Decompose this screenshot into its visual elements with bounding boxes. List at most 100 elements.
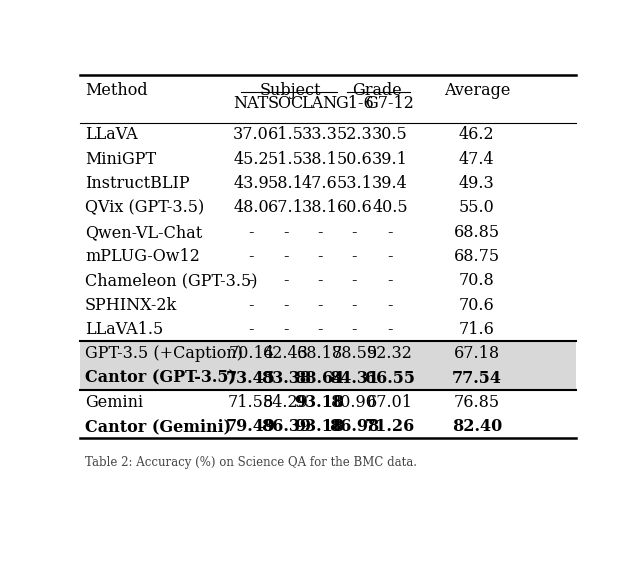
- Text: 71.26: 71.26: [365, 418, 415, 435]
- Text: -: -: [283, 321, 289, 338]
- Text: 61.5: 61.5: [268, 126, 304, 143]
- Text: -: -: [387, 321, 393, 338]
- Text: 68.18: 68.18: [296, 345, 342, 362]
- Text: NAT: NAT: [234, 95, 269, 112]
- Text: 40.5: 40.5: [372, 200, 408, 217]
- Text: 30.5: 30.5: [372, 126, 408, 143]
- Text: 84.29: 84.29: [263, 394, 308, 411]
- Text: -: -: [248, 272, 254, 289]
- Text: -: -: [248, 248, 254, 265]
- Text: 52.3: 52.3: [337, 126, 372, 143]
- Text: 53.1: 53.1: [337, 175, 372, 192]
- Text: LAN: LAN: [301, 95, 338, 112]
- Text: -: -: [317, 272, 323, 289]
- Text: Average: Average: [444, 82, 510, 99]
- Text: Chameleon (GPT-3.5): Chameleon (GPT-3.5): [85, 272, 257, 289]
- Text: 62.43: 62.43: [263, 345, 308, 362]
- Text: -: -: [317, 248, 323, 265]
- Text: -: -: [387, 297, 393, 314]
- Text: 45.2: 45.2: [234, 151, 269, 168]
- Text: G1-6: G1-6: [335, 95, 374, 112]
- Text: 93.18: 93.18: [294, 418, 344, 435]
- Text: -: -: [351, 321, 357, 338]
- Text: 67.1: 67.1: [268, 200, 304, 217]
- Text: Qwen-VL-Chat: Qwen-VL-Chat: [85, 224, 202, 241]
- Text: 66.55: 66.55: [365, 369, 415, 387]
- Text: 86.98: 86.98: [329, 418, 380, 435]
- Text: 39.1: 39.1: [372, 151, 408, 168]
- Text: Table 2: Accuracy (%) on Science QA for the BMC data.: Table 2: Accuracy (%) on Science QA for …: [85, 456, 417, 469]
- Text: -: -: [317, 321, 323, 338]
- Text: 82.40: 82.40: [452, 418, 502, 435]
- Text: -: -: [248, 224, 254, 241]
- Text: -: -: [283, 297, 289, 314]
- Text: -: -: [351, 248, 357, 265]
- Text: 43.9: 43.9: [233, 175, 269, 192]
- Text: Subject: Subject: [259, 82, 321, 99]
- Text: MiniGPT: MiniGPT: [85, 151, 156, 168]
- Text: 80.90: 80.90: [332, 394, 377, 411]
- Text: 73.45: 73.45: [226, 369, 276, 387]
- Text: 58.1: 58.1: [268, 175, 304, 192]
- Text: SOC: SOC: [268, 95, 304, 112]
- Text: mPLUG-Ow12: mPLUG-Ow12: [85, 248, 200, 265]
- Text: Grade: Grade: [352, 82, 402, 99]
- Text: 38.1: 38.1: [301, 200, 337, 217]
- Text: -: -: [317, 224, 323, 241]
- Text: 33.3: 33.3: [301, 126, 337, 143]
- Bar: [80, 340, 576, 364]
- Text: 86.39: 86.39: [261, 418, 311, 435]
- Text: 51.5: 51.5: [268, 151, 304, 168]
- Text: 78.59: 78.59: [332, 345, 378, 362]
- Text: 39.4: 39.4: [372, 175, 408, 192]
- Text: -: -: [283, 248, 289, 265]
- Text: 79.49: 79.49: [226, 418, 276, 435]
- Text: 47.6: 47.6: [301, 175, 337, 192]
- Text: -: -: [317, 297, 323, 314]
- Text: LLaVA: LLaVA: [85, 126, 138, 143]
- Text: Gemini: Gemini: [85, 394, 143, 411]
- Text: 83.38: 83.38: [261, 369, 311, 387]
- Text: -: -: [387, 224, 393, 241]
- Text: 52.32: 52.32: [367, 345, 413, 362]
- Text: 48.0: 48.0: [234, 200, 269, 217]
- Text: 70.8: 70.8: [459, 272, 495, 289]
- Text: 84.31: 84.31: [329, 369, 380, 387]
- Text: 70.6: 70.6: [459, 297, 495, 314]
- Text: InstructBLIP: InstructBLIP: [85, 175, 189, 192]
- Text: LLaVA1.5: LLaVA1.5: [85, 321, 163, 338]
- Text: Cantor (GPT-3.5): Cantor (GPT-3.5): [85, 369, 236, 387]
- Text: -: -: [283, 272, 289, 289]
- Text: 70.14: 70.14: [228, 345, 274, 362]
- Text: 76.85: 76.85: [454, 394, 500, 411]
- Text: Cantor (Gemini): Cantor (Gemini): [85, 418, 231, 435]
- Text: -: -: [248, 321, 254, 338]
- Text: -: -: [387, 272, 393, 289]
- Text: 46.2: 46.2: [459, 126, 495, 143]
- Text: -: -: [351, 297, 357, 314]
- Text: SPHINX-2k: SPHINX-2k: [85, 297, 177, 314]
- Text: -: -: [283, 224, 289, 241]
- Text: -: -: [387, 248, 393, 265]
- Text: 68.85: 68.85: [454, 224, 500, 241]
- Text: 67.01: 67.01: [367, 394, 413, 411]
- Text: QVix (GPT-3.5): QVix (GPT-3.5): [85, 200, 204, 217]
- Text: Method: Method: [85, 82, 148, 99]
- Bar: [80, 364, 576, 389]
- Text: -: -: [351, 224, 357, 241]
- Text: 71.6: 71.6: [459, 321, 495, 338]
- Text: 93.18: 93.18: [294, 394, 344, 411]
- Text: 88.64: 88.64: [294, 369, 345, 387]
- Text: 38.1: 38.1: [301, 151, 337, 168]
- Text: 49.3: 49.3: [459, 175, 495, 192]
- Text: 67.18: 67.18: [454, 345, 500, 362]
- Text: -: -: [248, 297, 254, 314]
- Text: 71.55: 71.55: [228, 394, 274, 411]
- Text: -: -: [351, 272, 357, 289]
- Text: 47.4: 47.4: [459, 151, 495, 168]
- Text: 50.6: 50.6: [337, 151, 372, 168]
- Text: 68.75: 68.75: [454, 248, 500, 265]
- Text: 55.0: 55.0: [459, 200, 495, 217]
- Text: 37.0: 37.0: [233, 126, 269, 143]
- Text: G7-12: G7-12: [365, 95, 415, 112]
